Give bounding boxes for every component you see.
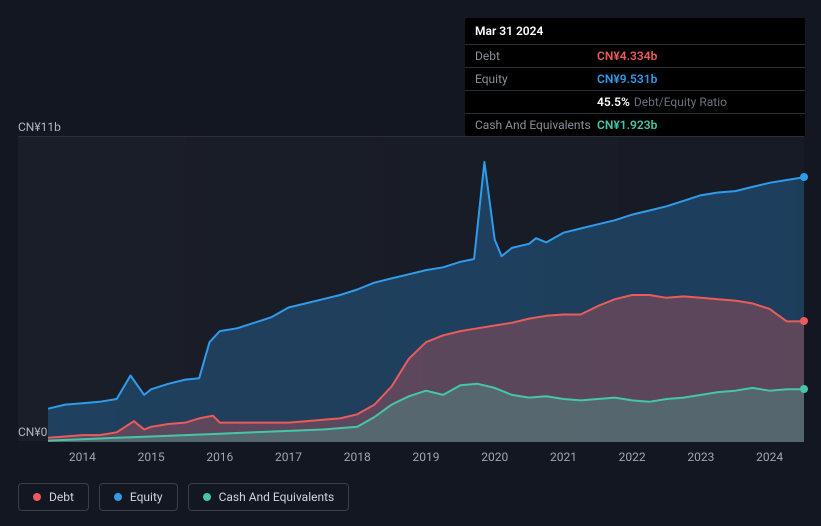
- tooltip-row: DebtCN¥4.334b: [465, 44, 805, 67]
- debt-end-dot: [800, 317, 808, 325]
- legend-label: Cash And Equivalents: [219, 490, 335, 504]
- tooltip-row-label: Cash And Equivalents: [475, 118, 597, 132]
- tooltip-row-label: Equity: [475, 72, 597, 86]
- legend-item-equity[interactable]: Equity: [99, 483, 178, 511]
- y-axis-label-bottom: CN¥0: [18, 425, 47, 439]
- tooltip-row: EquityCN¥9.531b: [465, 67, 805, 90]
- tooltip-row-value: CN¥4.334b: [597, 49, 657, 63]
- tooltip-row-label: [475, 95, 597, 109]
- legend-label: Equity: [130, 490, 163, 504]
- legend-item-cash[interactable]: Cash And Equivalents: [188, 483, 350, 511]
- x-tick: 2020: [481, 450, 508, 464]
- tooltip-row-value: CN¥1.923b: [597, 118, 657, 132]
- cash-swatch-icon: [203, 493, 211, 501]
- x-axis: 2014 2015 2016 2017 2018 2019 2020 2021 2022 2023…: [18, 450, 804, 470]
- x-tick: 2021: [550, 450, 577, 464]
- x-tick: 2024: [756, 450, 783, 464]
- x-tick: 2018: [344, 450, 371, 464]
- x-tick: 2023: [687, 450, 714, 464]
- x-tick: 2017: [275, 450, 302, 464]
- chart-tooltip: Mar 31 2024 DebtCN¥4.334bEquityCN¥9.531b…: [465, 18, 805, 136]
- x-tick: 2019: [413, 450, 440, 464]
- x-tick: 2014: [69, 450, 96, 464]
- legend-item-debt[interactable]: Debt: [18, 483, 89, 511]
- equity-end-dot: [800, 173, 808, 181]
- x-tick: 2015: [138, 450, 165, 464]
- equity-swatch-icon: [114, 493, 122, 501]
- chart-plot-area[interactable]: [18, 136, 804, 441]
- x-tick: 2022: [619, 450, 646, 464]
- x-tick: 2016: [206, 450, 233, 464]
- debt-swatch-icon: [33, 493, 41, 501]
- chart-container: CN¥11b: [18, 120, 804, 441]
- tooltip-date: Mar 31 2024: [465, 18, 805, 44]
- tooltip-row-value: CN¥9.531b: [597, 72, 657, 86]
- tooltip-row: Cash And EquivalentsCN¥1.923b: [465, 113, 805, 136]
- tooltip-row: 45.5%Debt/Equity Ratio: [465, 90, 805, 113]
- cash-end-dot: [800, 385, 808, 393]
- tooltip-row-label: Debt: [475, 49, 597, 63]
- legend-label: Debt: [49, 490, 74, 504]
- tooltip-row-suffix: Debt/Equity Ratio: [634, 95, 727, 109]
- tooltip-row-value: 45.5%Debt/Equity Ratio: [597, 95, 727, 109]
- chart-legend: Debt Equity Cash And Equivalents: [18, 483, 349, 511]
